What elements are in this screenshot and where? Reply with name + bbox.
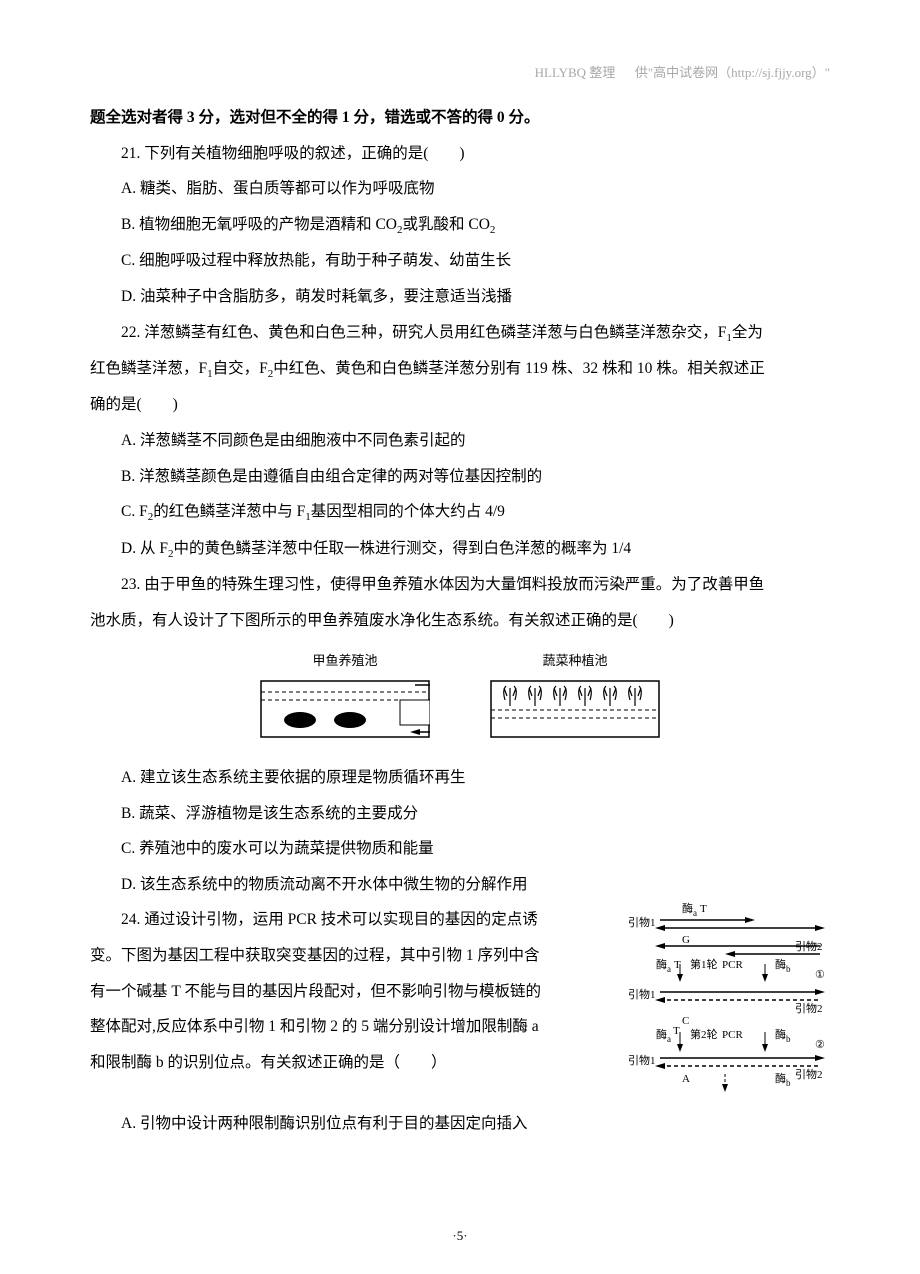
q22-line2: 红色鳞茎洋葱，F1自交，F2中红色、黄色和白色鳞茎洋葱分别有 119 株、32 … xyxy=(90,351,830,387)
q24-pcr-diagram: 酶a T 引物1 G 引物2 第1轮 PCR 酶aT xyxy=(620,902,830,1106)
turtle-pond-icon xyxy=(260,680,430,738)
main-content: 题全选对者得 3 分，选对但不全的得 1 分，错选或不答的得 0 分。 21. … xyxy=(90,100,830,1142)
pcr-diagram-icon: 酶a T 引物1 G 引物2 第1轮 PCR 酶aT xyxy=(620,902,830,1092)
header-source: 供"高中试卷网（http://sj.fjjy.org）" xyxy=(635,65,830,80)
q23-opt-d: D. 该生态系统中的物质流动离不开水体中微生物的分解作用 xyxy=(90,867,830,903)
q23-opt-a: A. 建立该生态系统主要依据的原理是物质循环再生 xyxy=(90,760,830,796)
q22-opt-c: C. F2的红色鳞茎洋葱中与 F1基因型相同的个体大约占 4/9 xyxy=(90,494,830,530)
q22-line1: 22. 洋葱鳞茎有红色、黄色和白色三种，研究人员用红色磷茎洋葱与白色鳞茎洋葱杂交… xyxy=(90,315,830,351)
svg-text:酶: 酶 xyxy=(682,902,693,915)
svg-text:引物2: 引物2 xyxy=(795,1067,823,1081)
svg-text:引物2: 引物2 xyxy=(795,939,823,953)
q24-opt-a: A. 引物中设计两种限制酶识别位点有利于目的基因定向插入 xyxy=(90,1106,830,1142)
q24-p5: 和限制酶 b 的识别位点。有关叙述正确的是（ ） xyxy=(90,1045,610,1081)
q22-line3: 确的是( ) xyxy=(90,387,830,423)
svg-text:a: a xyxy=(667,1034,671,1044)
svg-text:PCR: PCR xyxy=(722,959,743,971)
svg-text:第2轮: 第2轮 xyxy=(690,1027,718,1041)
q23-line1: 23. 由于甲鱼的特殊生理习性，使得甲鱼养殖水体因为大量饵料投放而污染严重。为了… xyxy=(90,567,830,603)
q21-opt-c: C. 细胞呼吸过程中释放热能，有助于种子萌发、幼苗生长 xyxy=(90,243,830,279)
svg-text:酶: 酶 xyxy=(656,958,667,971)
svg-text:b: b xyxy=(786,1034,791,1044)
svg-text:b: b xyxy=(786,1078,791,1088)
veg-pond-label: 蔬菜种植池 xyxy=(490,646,660,676)
q24-p1: 24. 通过设计引物，运用 PCR 技术可以实现目的基因的定点诱 xyxy=(90,902,610,938)
q23-opt-c: C. 养殖池中的废水可以为蔬菜提供物质和能量 xyxy=(90,831,830,867)
svg-text:②: ② xyxy=(815,1039,825,1051)
svg-text:引物1: 引物1 xyxy=(628,915,656,929)
svg-text:T: T xyxy=(674,959,681,971)
svg-text:PCR: PCR xyxy=(722,1029,743,1041)
veg-pond-icon xyxy=(490,680,660,738)
q22-opt-b: B. 洋葱鳞茎颜色是由遵循自由组合定律的两对等位基因控制的 xyxy=(90,459,830,495)
svg-text:酶: 酶 xyxy=(775,1028,786,1041)
q23-opt-b: B. 蔬菜、浮游植物是该生态系统的主要成分 xyxy=(90,796,830,832)
svg-text:T: T xyxy=(700,903,707,915)
q23-line2: 池水质，有人设计了下图所示的甲鱼养殖废水净化生态系统。有关叙述正确的是( ) xyxy=(90,603,830,639)
q24-p3: 有一个碱基 T 不能与目的基因片段配对，但不影响引物与模板链的 xyxy=(90,974,610,1010)
svg-text:引物1: 引物1 xyxy=(628,1053,656,1067)
q21-opt-d: D. 油菜种子中含脂肪多，萌发时耗氧多，要注意适当浅播 xyxy=(90,279,830,315)
header-credit: HLLYBQ 整理 xyxy=(535,65,616,80)
q22-opt-a: A. 洋葱鳞茎不同颜色是由细胞液中不同色素引起的 xyxy=(90,423,830,459)
q24-p4: 整体配对,反应体系中引物 1 和引物 2 的 5 端分别设计增加限制酶 a xyxy=(90,1009,610,1045)
svg-text:a: a xyxy=(693,908,697,918)
svg-text:第1轮: 第1轮 xyxy=(690,957,718,971)
svg-text:a: a xyxy=(667,964,671,974)
q21-stem: 21. 下列有关植物细胞呼吸的叙述，正确的是( ) xyxy=(90,136,830,172)
svg-text:酶: 酶 xyxy=(775,958,786,971)
svg-text:A: A xyxy=(682,1073,690,1085)
q22-opt-d: D. 从 F2中的黄色鳞茎洋葱中任取一株进行测交，得到白色洋葱的概率为 1/4 xyxy=(90,531,830,567)
q24-p2: 变。下图为基因工程中获取突变基因的过程，其中引物 1 序列中含 xyxy=(90,938,610,974)
veg-pond-block: 蔬菜种植池 xyxy=(490,646,660,752)
q24-block: 24. 通过设计引物，运用 PCR 技术可以实现目的基因的定点诱 变。下图为基因… xyxy=(90,902,830,1106)
turtle-pond-label: 甲鱼养殖池 xyxy=(260,646,430,676)
svg-text:G: G xyxy=(682,934,690,946)
svg-text:引物2: 引物2 xyxy=(795,1001,823,1015)
svg-text:T: T xyxy=(673,1025,680,1037)
svg-text:①: ① xyxy=(815,969,825,981)
svg-text:酶: 酶 xyxy=(775,1072,786,1085)
svg-text:酶: 酶 xyxy=(656,1028,667,1041)
q21-opt-b: B. 植物细胞无氧呼吸的产物是酒精和 CO2或乳酸和 CO2 xyxy=(90,207,830,243)
svg-text:C: C xyxy=(682,1015,689,1027)
svg-text:b: b xyxy=(786,964,791,974)
q21-opt-a: A. 糖类、脂肪、蛋白质等都可以作为呼吸底物 xyxy=(90,171,830,207)
turtle-pond-block: 甲鱼养殖池 xyxy=(260,646,430,752)
q23-diagram: 甲鱼养殖池 蔬菜种植池 xyxy=(90,646,830,752)
scoring-rule: 题全选对者得 3 分，选对但不全的得 1 分，错选或不答的得 0 分。 xyxy=(90,100,830,136)
svg-text:引物1: 引物1 xyxy=(628,987,656,1001)
page-number: ·5· xyxy=(0,1228,920,1244)
